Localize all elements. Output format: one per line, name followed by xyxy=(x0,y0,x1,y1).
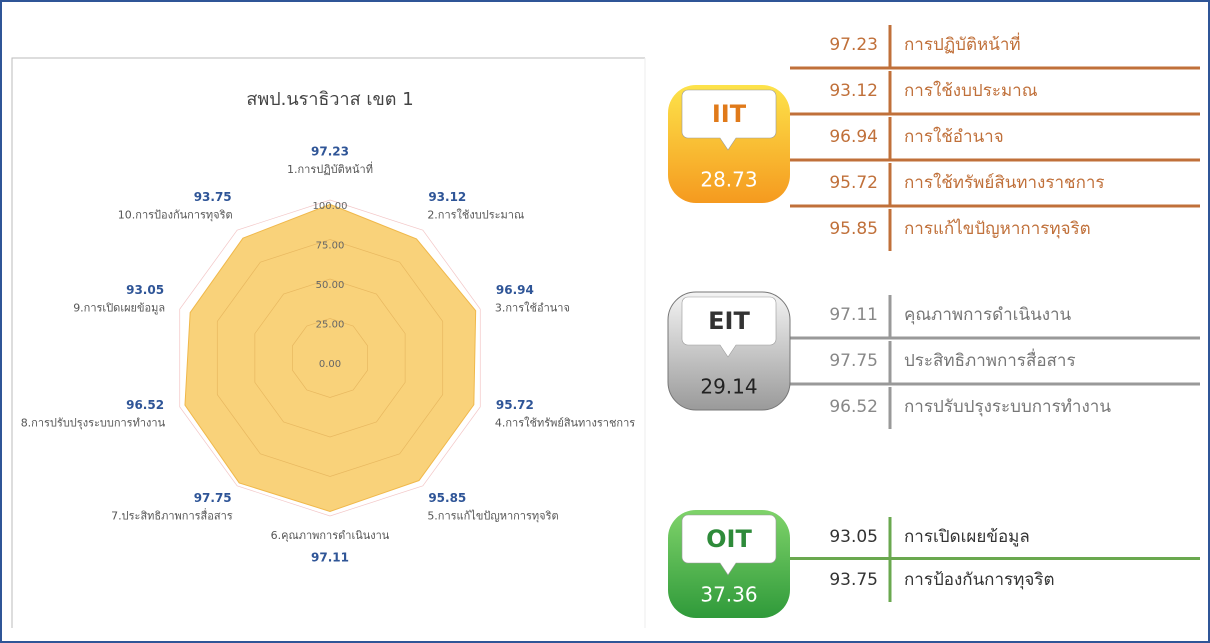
category-label: 6.คุณภาพการดำเนินงาน xyxy=(271,529,390,542)
r-tick-label: 75.00 xyxy=(316,241,345,252)
item-label: คุณภาพการดำเนินงาน xyxy=(904,305,1072,325)
category-label: 3.การใช้อำนาจ xyxy=(495,302,570,315)
category-label: 7.ประสิทธิภาพการสื่อสาร xyxy=(111,507,233,522)
badge-bubble xyxy=(681,296,777,358)
item-value: 97.23 xyxy=(829,35,878,55)
badge-bubble xyxy=(681,89,777,151)
item-value: 95.85 xyxy=(829,219,878,239)
grid-ring xyxy=(254,278,406,438)
value-label: 97.11 xyxy=(311,551,349,565)
item-label: การแก้ไขปัญหาการทุจริต xyxy=(904,218,1091,239)
grid-ring xyxy=(179,199,481,517)
chart-title: สพป.นราธิวาส เขต 1 xyxy=(246,89,413,110)
badge-name: OIT xyxy=(706,525,752,553)
value-label: 93.12 xyxy=(428,190,466,204)
item-value: 93.75 xyxy=(829,570,878,590)
item-label: การป้องกันการทุจริต xyxy=(904,570,1055,590)
item-value: 93.05 xyxy=(829,527,878,547)
badge-score: 37.36 xyxy=(700,583,757,607)
category-label: 8.การปรับปรุงระบบการทำงาน xyxy=(21,416,166,429)
category-label: 5.การแก้ไขปัญหาการทุจริต xyxy=(427,509,558,522)
radar-area xyxy=(184,203,477,512)
item-value: 95.72 xyxy=(829,173,878,193)
value-label: 93.75 xyxy=(194,190,232,204)
value-label: 93.05 xyxy=(126,283,164,297)
value-label: 97.23 xyxy=(311,145,349,159)
value-label: 97.75 xyxy=(194,491,232,505)
item-label: การใช้งบประมาณ xyxy=(904,80,1038,101)
badge-bubble xyxy=(681,514,777,576)
grid-ring xyxy=(216,239,444,477)
item-label: การปรับปรุงระบบการทำงาน xyxy=(904,397,1111,417)
chart-box xyxy=(11,57,645,628)
item-label: การใช้ทรัพย์สินทางราชการ xyxy=(904,172,1105,193)
grid-ring xyxy=(292,318,368,398)
category-label: 9.การเปิดเผยข้อมูล xyxy=(73,302,165,315)
item-label: ประสิทธิภาพการสื่อสาร xyxy=(904,348,1076,371)
item-value: 96.52 xyxy=(829,397,878,417)
item-value: 93.12 xyxy=(829,81,878,101)
item-label: การใช้อำนาจ xyxy=(904,126,1004,147)
r-tick-label: 25.00 xyxy=(316,320,345,331)
badge-score: 28.73 xyxy=(700,168,757,192)
category-label: 2.การใช้งบประมาณ xyxy=(427,209,524,222)
category-label: 10.การป้องกันการทุจริต xyxy=(118,209,233,222)
category-label: 1.การปฏิบัติหน้าที่ xyxy=(287,161,373,176)
item-value: 97.11 xyxy=(829,305,878,325)
item-value: 96.94 xyxy=(829,127,878,147)
value-label: 95.72 xyxy=(496,398,534,412)
r-tick-label: 100.00 xyxy=(313,201,348,212)
badge-score: 29.14 xyxy=(700,375,757,399)
badge-name: IIT xyxy=(712,100,747,128)
r-tick-label: 50.00 xyxy=(316,280,345,291)
badge-name: EIT xyxy=(708,307,750,335)
category-label: 4.การใช้ทรัพย์สินทางราชการ xyxy=(495,416,635,429)
item-label: การเปิดเผยข้อมูล xyxy=(904,527,1030,547)
value-label: 96.52 xyxy=(126,398,164,412)
value-label: 96.94 xyxy=(496,283,534,297)
item-value: 97.75 xyxy=(829,351,878,371)
value-label: 95.85 xyxy=(428,491,466,505)
r-tick-label: 0.00 xyxy=(319,359,341,370)
item-label: การปฏิบัติหน้าที่ xyxy=(904,32,1021,55)
